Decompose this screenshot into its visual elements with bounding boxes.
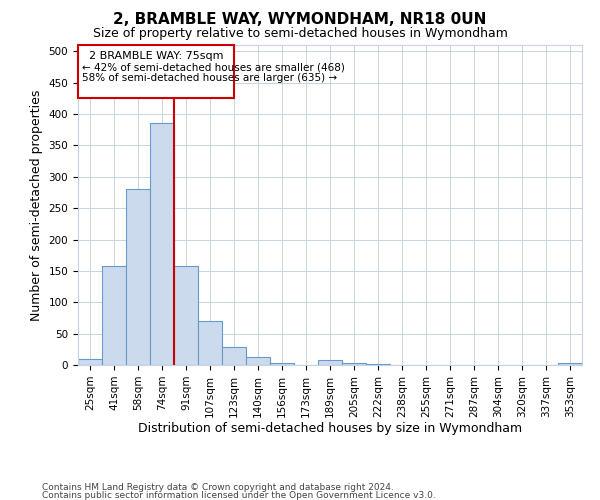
- Bar: [174, 266, 198, 365]
- Text: ← 42% of semi-detached houses are smaller (468): ← 42% of semi-detached houses are smalle…: [82, 62, 344, 72]
- Text: 58% of semi-detached houses are larger (635) →: 58% of semi-detached houses are larger (…: [82, 72, 337, 83]
- Bar: [558, 363, 582, 365]
- Bar: [126, 190, 150, 365]
- Bar: [78, 358, 102, 365]
- Bar: [318, 360, 342, 365]
- Text: 2 BRAMBLE WAY: 75sqm: 2 BRAMBLE WAY: 75sqm: [89, 52, 223, 62]
- Text: Contains HM Land Registry data © Crown copyright and database right 2024.: Contains HM Land Registry data © Crown c…: [42, 482, 394, 492]
- Bar: [102, 266, 126, 365]
- Text: Contains public sector information licensed under the Open Government Licence v3: Contains public sector information licen…: [42, 491, 436, 500]
- Bar: [342, 363, 366, 365]
- Bar: [366, 364, 390, 365]
- Text: Size of property relative to semi-detached houses in Wymondham: Size of property relative to semi-detach…: [92, 28, 508, 40]
- Bar: [246, 357, 270, 365]
- Y-axis label: Number of semi-detached properties: Number of semi-detached properties: [30, 90, 43, 320]
- X-axis label: Distribution of semi-detached houses by size in Wymondham: Distribution of semi-detached houses by …: [138, 422, 522, 436]
- Text: 2, BRAMBLE WAY, WYMONDHAM, NR18 0UN: 2, BRAMBLE WAY, WYMONDHAM, NR18 0UN: [113, 12, 487, 28]
- Bar: [270, 363, 294, 365]
- Bar: [150, 124, 174, 365]
- FancyBboxPatch shape: [78, 45, 234, 98]
- Bar: [198, 321, 222, 365]
- Bar: [222, 348, 246, 365]
